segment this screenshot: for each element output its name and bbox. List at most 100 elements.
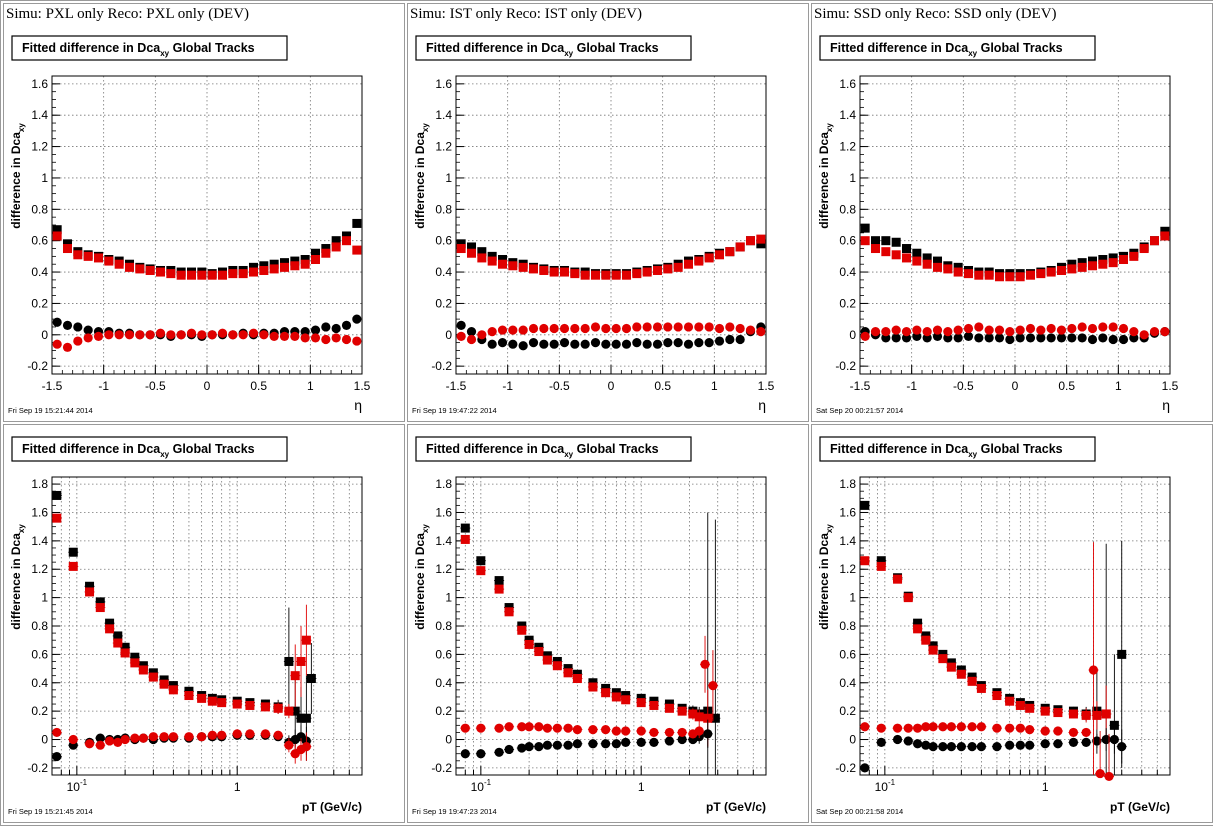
data-point (120, 734, 130, 745)
x-tick-label: -1.5 (850, 379, 871, 393)
data-point (649, 727, 659, 738)
series (460, 635, 718, 739)
data-point (331, 242, 341, 252)
data-point (539, 323, 549, 334)
data-point (1081, 727, 1091, 738)
data-point (352, 245, 362, 255)
data-point (1056, 333, 1067, 343)
data-point (683, 339, 694, 349)
title-box (819, 35, 1096, 61)
data-point (494, 584, 504, 594)
data-point (52, 317, 62, 327)
data-point (504, 744, 514, 755)
chart-title: Fitted difference in Dcaxy Global Tracks (22, 41, 255, 58)
data-point (902, 253, 911, 263)
data-point (504, 607, 514, 617)
data-point (881, 247, 891, 257)
y-tick-label: 0 (445, 733, 452, 747)
data-point (1098, 322, 1108, 332)
data-point (703, 729, 713, 739)
data-point (245, 700, 255, 710)
data-point (694, 712, 704, 722)
data-point (1117, 649, 1127, 659)
data-point (52, 751, 62, 762)
data-point (518, 262, 528, 272)
data-point (1129, 251, 1139, 261)
data-point (860, 763, 870, 773)
y-tick-label: 0.4 (435, 676, 452, 690)
data-point (1160, 327, 1170, 337)
data-point (688, 709, 698, 719)
data-point (1036, 325, 1046, 335)
x-tick-label: -0.5 (953, 379, 974, 393)
data-point (52, 513, 62, 523)
data-point (642, 322, 652, 332)
data-point (552, 661, 562, 671)
data-point (113, 631, 123, 641)
data-point (871, 236, 880, 246)
data-point (232, 699, 242, 709)
data-point (456, 239, 466, 249)
data-point (677, 706, 687, 716)
x-tick-label: 0.5 (250, 379, 267, 393)
data-point (1160, 226, 1170, 236)
data-point (467, 242, 476, 252)
x-tick-label: 0 (204, 379, 211, 393)
y-tick-label: 1 (41, 171, 48, 185)
plot-frame (51, 476, 363, 776)
data-point (714, 323, 725, 334)
y-tick-label: 1.2 (31, 140, 48, 154)
data-point (735, 334, 745, 345)
data-point (477, 330, 487, 340)
data-point (95, 740, 105, 750)
data-point (943, 327, 953, 337)
chart-ist-pt: Fitted difference in Dcaxy Global Tracks… (408, 425, 808, 822)
data-point (273, 730, 283, 740)
data-point (207, 730, 217, 740)
data-point (259, 330, 269, 340)
data-point (725, 322, 735, 332)
data-point (1036, 333, 1046, 343)
y-tick-label: 0.8 (31, 619, 48, 633)
data-point (714, 336, 725, 346)
data-point (498, 259, 507, 269)
data-point (145, 330, 155, 340)
data-point (621, 339, 632, 349)
data-point (94, 253, 103, 263)
data-point (570, 323, 580, 334)
data-point (677, 727, 687, 738)
data-point (168, 685, 178, 695)
y-tick-label: 1.4 (839, 108, 856, 122)
data-point (1068, 727, 1079, 738)
data-point (860, 722, 870, 732)
data-point (494, 576, 504, 586)
data-point (290, 256, 300, 266)
data-point (184, 732, 194, 742)
y-tick-label: 0.2 (435, 704, 452, 718)
data-point (62, 320, 73, 330)
data-point (549, 323, 559, 334)
y-tick-label: 0.8 (435, 619, 452, 633)
data-point (269, 264, 279, 274)
data-point (580, 323, 590, 334)
data-point (456, 320, 466, 330)
data-point (197, 693, 207, 703)
data-point (984, 325, 994, 335)
data-point (524, 742, 534, 752)
data-point (967, 722, 977, 732)
data-point (745, 325, 756, 335)
data-point (559, 323, 570, 334)
data-point (1046, 267, 1056, 277)
data-point (280, 262, 289, 272)
data-point (296, 713, 306, 723)
y-tick-label: 0.4 (31, 265, 48, 279)
y-tick-label: -0.2 (27, 359, 48, 373)
data-point (892, 734, 903, 745)
data-point (903, 723, 913, 733)
y-tick-label: 1 (849, 591, 856, 605)
data-point (476, 556, 486, 566)
data-point (217, 730, 227, 740)
data-point (497, 338, 508, 348)
data-point (273, 703, 283, 713)
